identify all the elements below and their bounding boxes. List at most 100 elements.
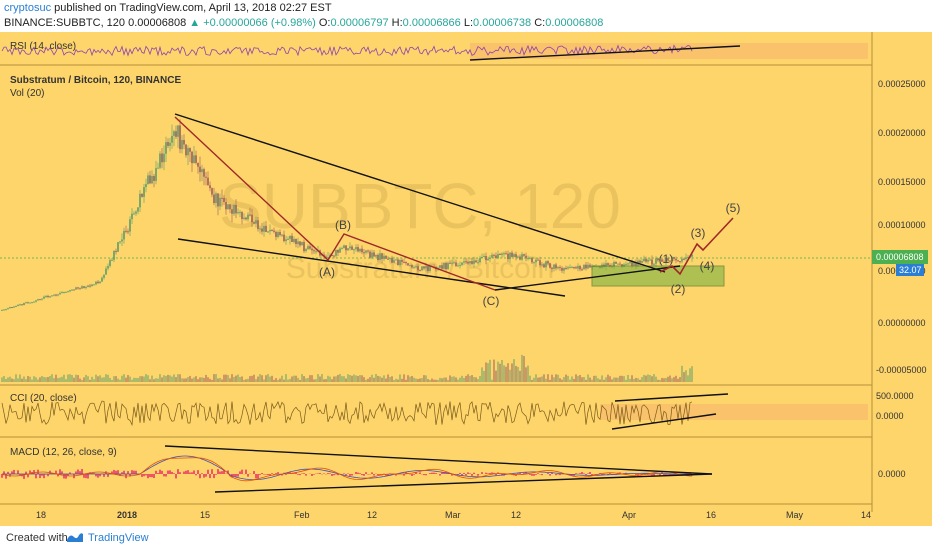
- close-value: 0.00006808: [545, 17, 604, 29]
- volume-bar: [157, 378, 159, 382]
- candle-body: [233, 205, 235, 214]
- volume-bar: [353, 374, 355, 382]
- candle-body: [217, 193, 219, 207]
- volume-bar: [559, 378, 561, 382]
- volume-bar: [601, 375, 603, 382]
- volume-bar: [363, 377, 365, 382]
- candle-body: [345, 245, 347, 251]
- wave-label-5: (5): [726, 201, 741, 215]
- time-label-1: 2018: [117, 510, 137, 520]
- candle-body: [35, 300, 37, 302]
- candle-body: [131, 213, 133, 220]
- macd-histogram-bar: [213, 474, 215, 479]
- price-tick-5: 0.00000000: [878, 318, 926, 328]
- candle-body: [379, 253, 381, 261]
- volume-bar: [1, 377, 3, 382]
- candle-body: [197, 162, 199, 167]
- macd-histogram-bar: [19, 474, 21, 476]
- volume-bar: [493, 359, 495, 382]
- volume-bar: [73, 377, 75, 382]
- candle-body: [9, 307, 11, 309]
- candle-body: [563, 267, 565, 271]
- volume-bar: [89, 379, 91, 382]
- candle-body: [639, 260, 641, 263]
- volume-bar: [417, 379, 419, 382]
- macd-histogram-bar: [297, 474, 299, 475]
- candle-body: [325, 256, 327, 258]
- volume-bar: [197, 379, 199, 382]
- chart-canvas[interactable]: RSI (14, close) Substratum / Bitcoin, 12…: [0, 32, 932, 526]
- macd-histogram-bar: [659, 474, 661, 476]
- volume-bar: [143, 376, 145, 382]
- candle-body: [107, 266, 109, 269]
- macd-histogram-bar: [83, 474, 85, 478]
- candle-body: [413, 267, 415, 269]
- volume-bar: [573, 378, 575, 382]
- macd-histogram-bar: [159, 469, 161, 474]
- volume-bar: [377, 375, 379, 382]
- time-label-5: Mar: [445, 510, 461, 520]
- candle-body: [299, 241, 301, 246]
- volume-bar: [591, 379, 593, 382]
- author-link[interactable]: cryptosuc: [4, 2, 52, 14]
- volume-bar: [619, 375, 621, 382]
- volume-bar: [477, 379, 479, 382]
- candle-body: [517, 256, 519, 258]
- macd-histogram-bar: [587, 473, 589, 474]
- candle-body: [91, 284, 93, 286]
- candle-body: [535, 259, 537, 263]
- volume-bar: [115, 376, 117, 382]
- macd-histogram-bar: [357, 472, 359, 474]
- macd-histogram-bar: [1, 474, 3, 478]
- volume-bar: [471, 375, 473, 382]
- volume-bar: [187, 377, 189, 382]
- candle-body: [37, 299, 39, 301]
- candle-body: [341, 248, 343, 250]
- symbol-watermark: SUBBTC, 120: [219, 170, 621, 242]
- time-label-10: 14: [861, 510, 871, 520]
- candle-body: [549, 263, 551, 268]
- candle-body: [543, 264, 545, 268]
- volume-bar: [527, 365, 529, 382]
- macd-histogram-bar: [97, 474, 99, 478]
- volume-bar: [451, 376, 453, 382]
- macd-histogram-bar: [99, 474, 101, 477]
- macd-histogram-bar: [219, 471, 221, 474]
- tradingview-brand-link[interactable]: TradingView: [88, 532, 149, 544]
- candle-body: [351, 246, 353, 250]
- candle-body: [411, 265, 413, 268]
- candle-body: [455, 262, 457, 267]
- macd-histogram-bar: [141, 474, 143, 477]
- candle-body: [419, 270, 421, 272]
- candle-body: [373, 252, 375, 257]
- volume-bar: [637, 378, 639, 382]
- macd-histogram-bar: [609, 473, 611, 474]
- time-label-7: Apr: [622, 510, 636, 520]
- candle-body: [111, 259, 113, 261]
- volume-bar: [9, 376, 11, 382]
- candle-body: [511, 252, 513, 257]
- macd-histogram-bar: [147, 474, 149, 479]
- macd-histogram-bar: [581, 472, 583, 474]
- close-label: C:: [534, 17, 546, 29]
- candle-body: [137, 207, 139, 212]
- candle-body: [377, 254, 379, 261]
- candle-body: [533, 262, 535, 264]
- candle-body: [407, 263, 409, 266]
- volume-bar: [7, 377, 9, 382]
- candle-body: [493, 254, 495, 256]
- volume-bar: [41, 376, 43, 382]
- candle-body: [157, 167, 159, 169]
- macd-histogram-bar: [619, 472, 621, 474]
- macd-histogram-bar: [355, 472, 357, 474]
- volume-bar: [653, 374, 655, 382]
- volume-bar: [273, 379, 275, 382]
- volume-bar: [159, 374, 161, 382]
- volume-bar: [499, 363, 501, 382]
- price-tick-2: 0.00015000: [878, 177, 926, 187]
- volume-bar: [91, 376, 93, 382]
- macd-histogram-bar: [209, 474, 211, 479]
- macd-histogram-bar: [7, 471, 9, 474]
- volume-bar: [43, 377, 45, 382]
- volume-bar: [31, 379, 33, 382]
